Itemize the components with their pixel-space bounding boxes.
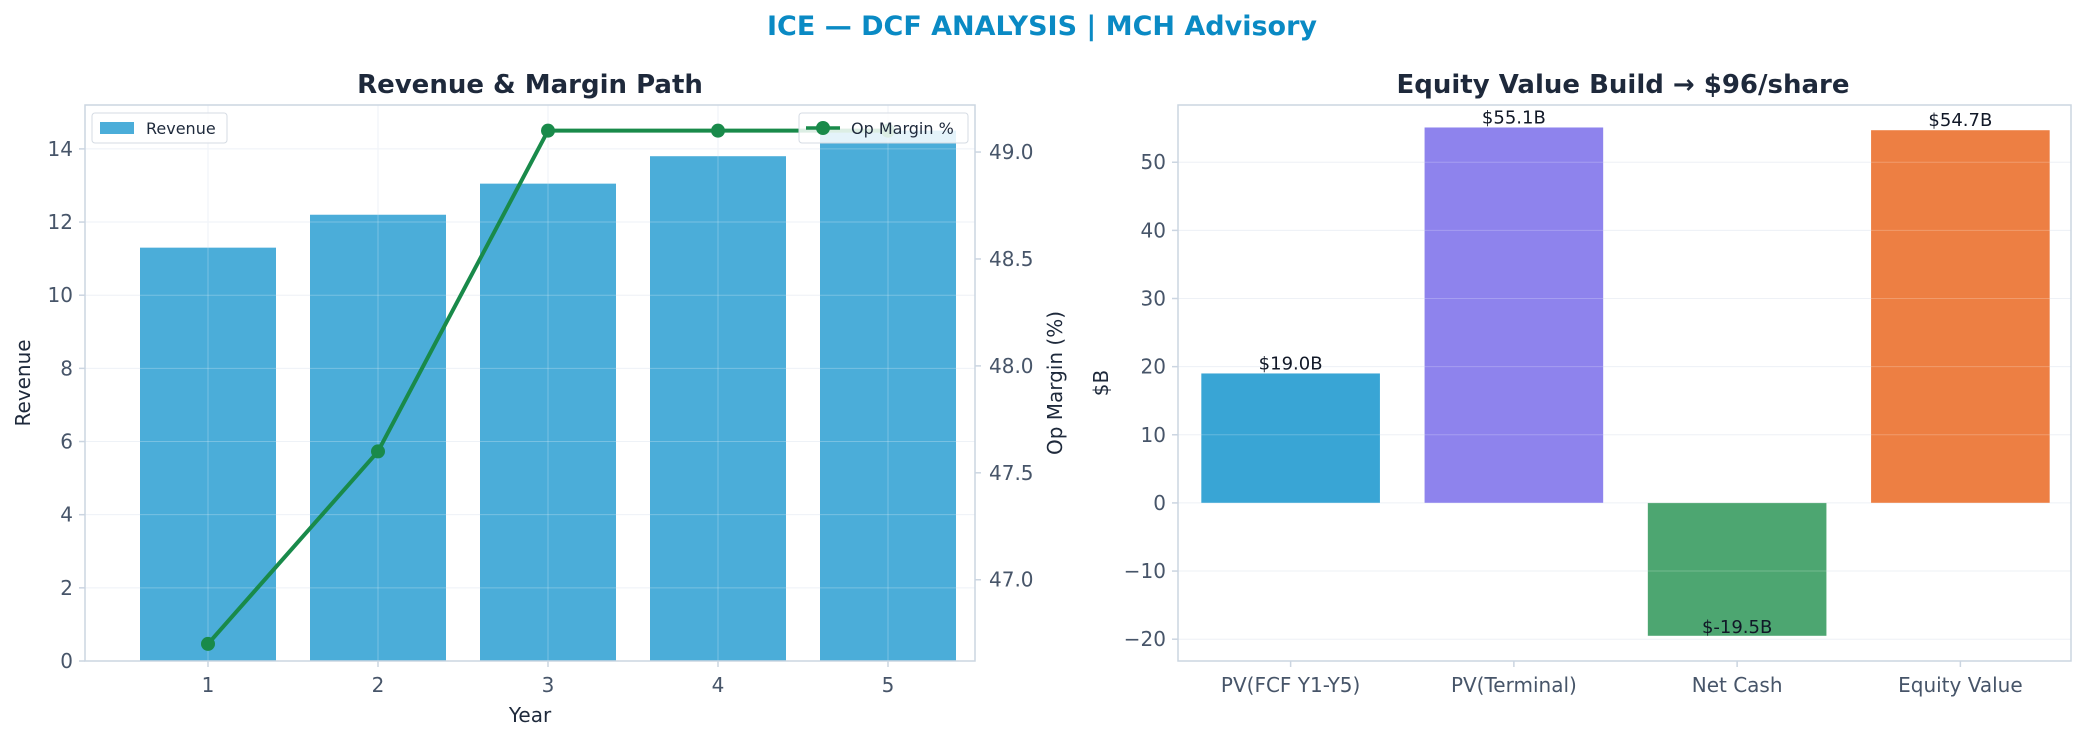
right-x-tick-label: Equity Value xyxy=(1898,673,2023,697)
left-y2-tick-label: 48.5 xyxy=(989,247,1034,271)
right-y-tick-label: 30 xyxy=(1141,287,1166,311)
right-chart-title: Equity Value Build → $96/share xyxy=(1397,70,1850,100)
equity-build-chart: Equity Value Build → $96/share $19.0B $55… xyxy=(1089,70,2072,697)
left-x-axis-label: Year xyxy=(508,703,552,727)
left-y2-tick-label: 49.0 xyxy=(989,140,1034,164)
equity-bar-value-label: $-19.5B xyxy=(1702,617,1772,638)
left-x-tick-label: 1 xyxy=(202,673,215,697)
left-y-tick-label: 2 xyxy=(60,576,73,600)
left-x-tick-label: 4 xyxy=(712,673,725,697)
right-y-ticks: −20 −10 0 10 20 30 40 50 xyxy=(1124,150,1178,651)
right-y-tick-label: 10 xyxy=(1141,423,1166,447)
revenue-bar xyxy=(650,156,786,662)
equity-bar-value-label: $55.1B xyxy=(1482,107,1546,128)
right-x-tick-label: PV(FCF Y1-Y5) xyxy=(1221,673,1360,697)
legend-op-margin: Op Margin % xyxy=(798,112,969,144)
legend-revenue: Revenue xyxy=(91,112,228,144)
left-y2-tick-label: 47.0 xyxy=(989,568,1034,592)
left-y2-ticks: 47.0 47.5 48.0 48.5 49.0 xyxy=(975,140,1034,592)
right-y-tick-label: 40 xyxy=(1141,218,1166,242)
legend-revenue-box xyxy=(91,112,228,144)
right-y-axis-label: $B xyxy=(1089,370,1113,396)
left-y2-tick-label: 48.0 xyxy=(989,354,1034,378)
left-x-tick-label: 2 xyxy=(372,673,385,697)
right-x-tick-label: Net Cash xyxy=(1692,673,1783,697)
left-y-tick-label: 6 xyxy=(60,430,73,454)
revenue-bar xyxy=(310,214,446,661)
right-y-tick-label: −10 xyxy=(1124,559,1166,583)
op-margin-point xyxy=(201,636,215,651)
equity-bar xyxy=(1871,130,2050,503)
left-y-tick-label: 8 xyxy=(60,356,73,380)
right-y-tick-label: 50 xyxy=(1141,150,1166,174)
equity-bars xyxy=(1178,127,2071,640)
right-x-tick-label: PV(Terminal) xyxy=(1451,673,1577,697)
left-y-tick-label: 12 xyxy=(48,210,73,234)
legend-revenue-swatch xyxy=(100,122,134,134)
right-y-tick-label: −20 xyxy=(1124,627,1166,651)
left-y-tick-label: 0 xyxy=(60,649,73,673)
revenue-bar xyxy=(480,183,616,662)
legend-op-margin-box xyxy=(798,112,969,144)
left-y-tick-label: 10 xyxy=(48,283,73,307)
right-y-tick-label: 20 xyxy=(1141,355,1166,379)
op-margin-point xyxy=(371,444,385,459)
left-x-tick-label: 5 xyxy=(882,673,895,697)
left-y2-axis-label: Op Margin (%) xyxy=(1043,311,1067,455)
figure-suptitle: ICE — DCF ANALYSIS | MCH Advisory xyxy=(767,11,1317,42)
legend-op-margin-label: Op Margin % xyxy=(851,119,954,138)
left-chart-title: Revenue & Margin Path xyxy=(357,70,703,100)
legend-op-margin-marker xyxy=(816,121,830,135)
left-x-tick-label: 3 xyxy=(542,673,555,697)
equity-bar xyxy=(1647,502,1827,636)
equity-bar xyxy=(1201,373,1380,503)
left-y-ticks: 0 2 4 6 8 10 12 14 xyxy=(48,137,85,673)
left-plot-frame xyxy=(84,104,976,662)
right-plot-frame xyxy=(1177,104,2072,662)
left-y-tick-label: 14 xyxy=(48,137,73,161)
op-margin-point xyxy=(711,123,725,138)
equity-bar xyxy=(1424,127,1604,503)
right-x-ticks: PV(FCF Y1-Y5) PV(Terminal) Net Cash Equity … xyxy=(1221,661,2023,697)
equity-bar-value-label: $54.7B xyxy=(1928,110,1992,131)
legend-revenue-label: Revenue xyxy=(146,119,216,138)
equity-bar-labels: $19.0B $55.1B $-19.5B $54.7B xyxy=(1259,107,1993,637)
equity-bar-value-label: $19.0B xyxy=(1259,353,1323,374)
revenue-bars xyxy=(85,105,975,662)
left-x-ticks: 1 2 3 4 5 xyxy=(202,661,895,697)
right-y-tick-label: 0 xyxy=(1153,491,1166,515)
left-y-axis-label: Revenue xyxy=(11,339,35,426)
revenue-bar xyxy=(820,130,956,661)
left-y2-tick-label: 47.5 xyxy=(989,461,1034,485)
op-margin-point xyxy=(541,123,555,138)
left-y-tick-label: 4 xyxy=(60,503,73,527)
